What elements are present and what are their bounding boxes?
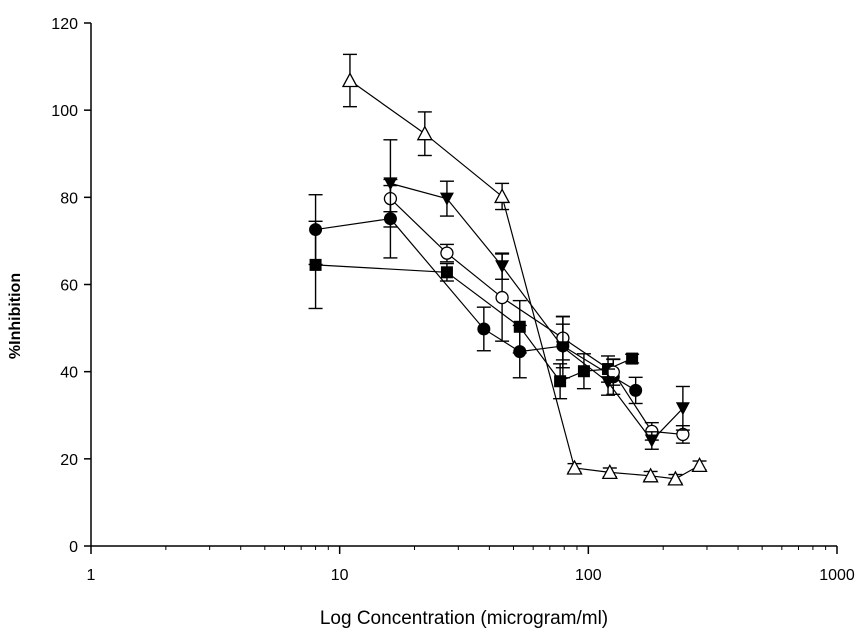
data-point — [577, 365, 590, 378]
series-layer — [308, 53, 708, 486]
data-point — [601, 463, 618, 479]
y-axis-title: %Inhibition — [7, 273, 24, 359]
data-point — [309, 223, 323, 237]
series-5 — [341, 53, 708, 486]
data-point — [644, 434, 659, 448]
data-point — [495, 260, 510, 274]
y-tick-label: 80 — [60, 190, 78, 207]
y-tick-label: 60 — [60, 278, 78, 295]
data-point — [494, 188, 511, 204]
x-tick-label: 1 — [87, 567, 96, 584]
data-point — [675, 402, 690, 416]
series-line — [390, 182, 684, 442]
data-point — [495, 290, 509, 305]
x-tick-label: 1000 — [819, 567, 855, 584]
series-line — [349, 80, 700, 480]
y-ticks: 0 20 40 60 80 100 120 — [51, 16, 91, 556]
series-3 — [383, 184, 690, 444]
y-tick-label: 0 — [69, 539, 78, 556]
series-line — [390, 198, 683, 436]
series-line — [315, 218, 636, 391]
data-point — [601, 376, 616, 390]
y-tick-label: 100 — [51, 103, 78, 120]
data-point — [383, 177, 398, 191]
data-point — [554, 375, 567, 388]
data-point — [667, 470, 684, 486]
data-point — [691, 456, 708, 473]
series-4 — [383, 139, 690, 450]
data-point — [513, 345, 527, 359]
data-point — [416, 125, 433, 141]
x-axis-title: Log Concentration (microgram/ml) — [320, 608, 608, 629]
data-point — [439, 192, 454, 206]
y-tick-label: 120 — [51, 16, 78, 33]
y-tick-label: 20 — [60, 452, 78, 469]
data-point — [626, 352, 639, 365]
series-1 — [308, 220, 640, 400]
data-point — [341, 72, 359, 88]
data-point — [477, 322, 491, 336]
data-point — [629, 383, 643, 397]
data-point — [440, 266, 453, 279]
x-tick-label: 100 — [575, 567, 602, 584]
data-point — [555, 341, 570, 355]
y-tick-label: 40 — [60, 365, 78, 382]
x-tick-label: 10 — [331, 567, 349, 584]
data-point — [642, 467, 659, 483]
x-ticks: 1 10 100 1000 — [87, 546, 855, 584]
data-point — [440, 246, 454, 260]
data-point — [566, 459, 583, 475]
